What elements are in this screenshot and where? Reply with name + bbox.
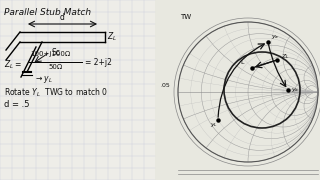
Text: = 2+j2: = 2+j2 [85,58,112,67]
Text: → $y_L$: → $y_L$ [35,74,53,85]
Text: $y_a$: $y_a$ [291,86,299,94]
Text: $y_L$: $y_L$ [210,121,218,129]
Text: Sc: Sc [51,48,60,57]
Text: 100+j100Ω: 100+j100Ω [30,51,70,57]
Text: d = .5: d = .5 [4,100,29,109]
Text: $Z_L = $: $Z_L = $ [4,58,22,71]
Text: $Z_L$: $Z_L$ [107,31,117,43]
FancyBboxPatch shape [0,0,155,180]
Text: L: L [240,60,244,65]
Text: 50Ω: 50Ω [48,64,63,70]
Text: .05: .05 [160,83,170,88]
Text: d: d [60,13,65,22]
Text: Parallel Stub Match: Parallel Stub Match [4,8,91,17]
Text: $Z_L$: $Z_L$ [281,52,290,61]
Text: TW: TW [180,14,191,20]
Text: Rotate $Y_L$  TWG to match 0: Rotate $Y_L$ TWG to match 0 [4,86,108,98]
Text: $y_a$: $y_a$ [271,33,279,41]
